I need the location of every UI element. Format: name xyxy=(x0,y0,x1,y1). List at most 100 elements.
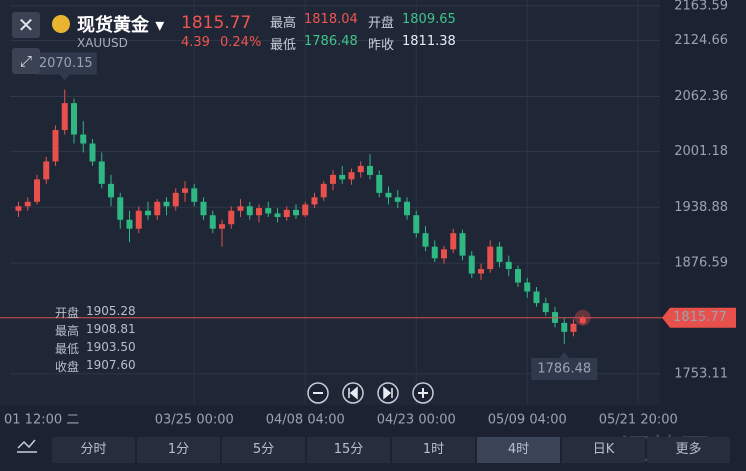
expand-button[interactable]: ⤢ xyxy=(12,48,40,74)
x-tick-label: 04/23 00:00 xyxy=(377,413,456,428)
tab[interactable]: 4时 xyxy=(477,437,560,463)
candle-body xyxy=(468,255,475,274)
y-tick-label: 2163.59 xyxy=(674,0,728,13)
candle-body xyxy=(339,174,346,180)
tab[interactable]: 更多 xyxy=(647,437,730,463)
stat-label: 最高 xyxy=(270,16,297,31)
stat-label: 最低 xyxy=(270,38,297,53)
ohlc-label: 收盘 xyxy=(55,360,80,374)
ohlc-label: 开盘 xyxy=(55,306,80,320)
candle-body xyxy=(404,201,410,216)
candle-body xyxy=(413,215,420,234)
close-button[interactable]: ✕ xyxy=(12,12,40,38)
candle-body xyxy=(459,233,466,256)
ohlc-value: 1905.28 xyxy=(86,304,136,318)
y-tick-label: 1876.59 xyxy=(674,256,728,271)
tab[interactable]: 1时 xyxy=(392,437,475,463)
tab[interactable]: 分时 xyxy=(52,437,135,463)
candle-body xyxy=(209,215,216,229)
y-tick-label: 2001.18 xyxy=(674,144,728,159)
gold-icon xyxy=(52,15,70,33)
candle-body xyxy=(320,183,327,198)
min-marker: 1786.48 xyxy=(537,361,591,376)
min-marker-bg xyxy=(531,357,598,380)
candle-body xyxy=(191,188,198,202)
stat-value: 1811.38 xyxy=(402,34,456,49)
candle-body xyxy=(422,233,429,247)
tab[interactable]: 5分 xyxy=(222,437,305,463)
candle-body xyxy=(256,208,262,216)
candle-body xyxy=(274,213,281,218)
candle-body xyxy=(533,291,540,304)
candle-body xyxy=(80,134,87,144)
candle-body xyxy=(302,204,309,216)
candle-body xyxy=(283,209,290,218)
stat-label: 昨收 xyxy=(368,38,395,53)
candle-body xyxy=(108,183,114,198)
indicator-icon[interactable] xyxy=(17,439,37,453)
icon xyxy=(383,386,393,400)
candle-body xyxy=(496,246,503,262)
y-tick-label: 2062.36 xyxy=(674,89,728,104)
x-tick-label: 01 12:00 二 xyxy=(4,413,79,428)
candle-body xyxy=(431,246,438,259)
y-tick-label: 2124.66 xyxy=(674,33,728,48)
candle-body xyxy=(145,210,151,216)
max-marker: 2070.15 xyxy=(39,56,93,71)
tab[interactable]: 1分 xyxy=(137,437,220,463)
tab[interactable]: 日K xyxy=(562,437,645,463)
candle-body xyxy=(52,130,59,162)
candle-body xyxy=(24,201,31,207)
candle-body xyxy=(61,103,68,131)
candle-body xyxy=(394,197,401,202)
candle-body xyxy=(34,179,40,202)
stat-value: 1786.48 xyxy=(304,34,358,49)
candle-body xyxy=(570,323,577,332)
candle-body xyxy=(200,201,207,216)
candle-body xyxy=(163,201,170,207)
candle-body xyxy=(441,249,447,259)
candle-body xyxy=(172,192,179,207)
candle-body xyxy=(524,282,531,292)
candle-body xyxy=(311,197,318,205)
last-price-tag: 1815.77 xyxy=(673,310,727,325)
candle-body xyxy=(89,143,96,162)
candle-body xyxy=(237,206,244,211)
ohlc-value: 1907.60 xyxy=(86,358,136,372)
candle-body xyxy=(478,269,484,274)
ohlc-value: 1903.50 xyxy=(86,340,136,354)
stat-value: 1818.04 xyxy=(304,12,358,27)
candle-body xyxy=(561,322,568,332)
min-marker-pointer xyxy=(559,351,570,358)
plot-area xyxy=(0,0,660,405)
candle-body xyxy=(579,317,586,324)
instrument-name[interactable]: 现货黄金 ▾ xyxy=(77,15,165,36)
symbol: XAUUSD xyxy=(77,36,128,50)
icon xyxy=(418,388,428,398)
max-marker-pointer xyxy=(59,74,70,81)
candle-body xyxy=(293,209,299,216)
tab[interactable]: 15分 xyxy=(307,437,390,463)
candle-body xyxy=(182,188,188,193)
y-tick-label: 1753.11 xyxy=(674,366,728,381)
last-price-glow xyxy=(574,309,591,326)
candle-body xyxy=(542,303,549,313)
candle-body xyxy=(450,233,457,250)
candle-body xyxy=(385,192,392,198)
candle-body xyxy=(246,206,253,216)
candle-body xyxy=(228,210,235,225)
ohlc-label: 最低 xyxy=(55,342,80,356)
candle-body xyxy=(330,174,336,184)
candle-body xyxy=(43,161,50,180)
candle-body xyxy=(515,269,521,283)
ohlc-label: 最高 xyxy=(55,324,80,338)
y-tick-label: 1938.88 xyxy=(674,200,728,215)
price: 1815.77 xyxy=(181,13,252,33)
stat-label: 开盘 xyxy=(368,16,395,31)
name: 现货黄金 xyxy=(77,15,149,36)
candle-body xyxy=(219,224,225,229)
candle-body xyxy=(98,161,105,184)
stat-value: 1809.65 xyxy=(402,12,456,27)
